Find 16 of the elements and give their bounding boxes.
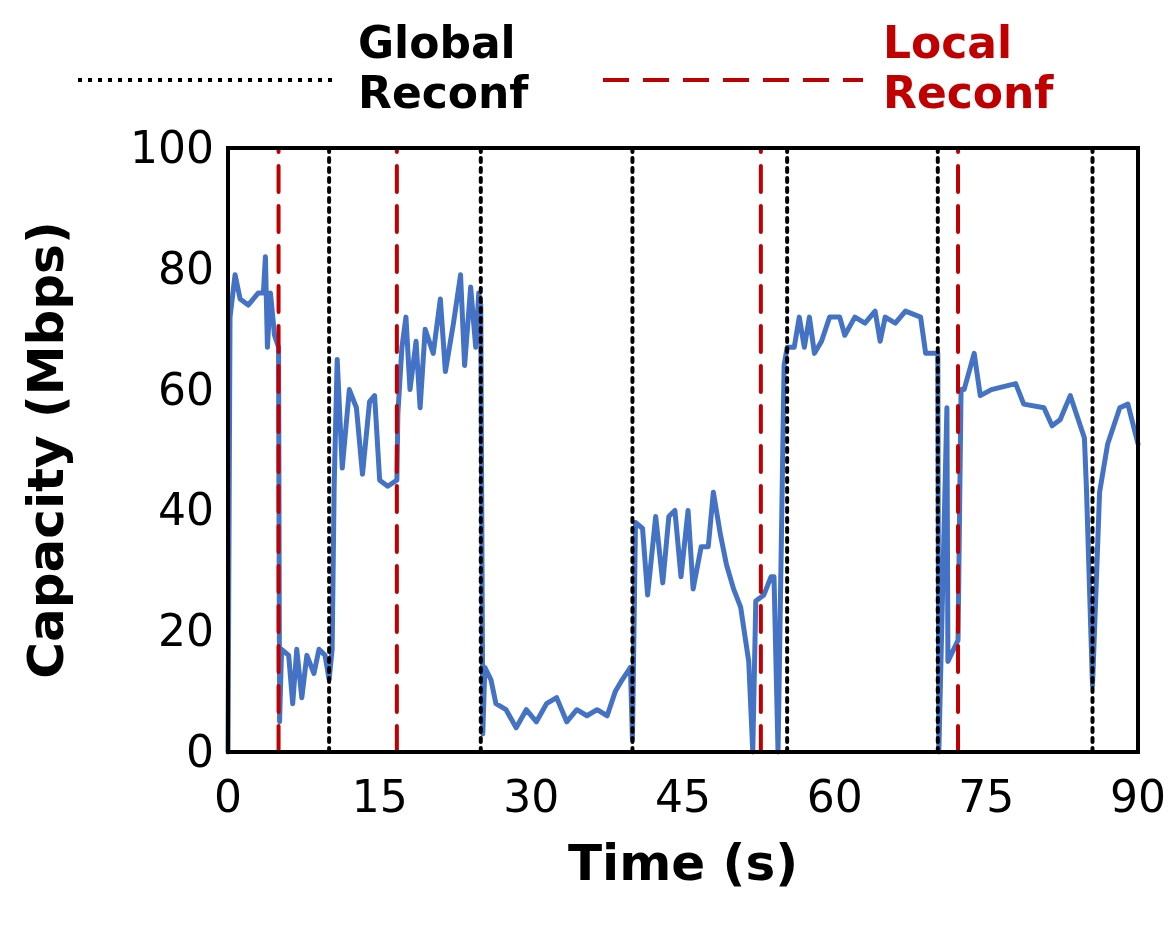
x-tick-label: 15 (351, 771, 408, 822)
y-tick-label: 60 (158, 363, 214, 415)
y-tick-label: 100 (130, 122, 214, 173)
text: Local Reconf (883, 17, 1055, 118)
y-tick-label: 40 (158, 484, 214, 536)
x-tick-label: 60 (806, 771, 863, 822)
y-tick-label: 80 (158, 242, 214, 294)
x-tick-label: 90 (1110, 771, 1166, 822)
x-tick-label: 30 (503, 771, 560, 822)
series-label: Global Reconf (358, 17, 530, 118)
x-tick-label: 75 (958, 771, 1015, 822)
y-tick-label: 20 (158, 605, 214, 657)
y-tick-label: 0 (186, 726, 214, 777)
y-axis-title: Capacity (Mbps) (17, 221, 75, 679)
x-tick-label: 45 (655, 771, 711, 822)
x-axis-title: Time (s) (567, 834, 799, 892)
